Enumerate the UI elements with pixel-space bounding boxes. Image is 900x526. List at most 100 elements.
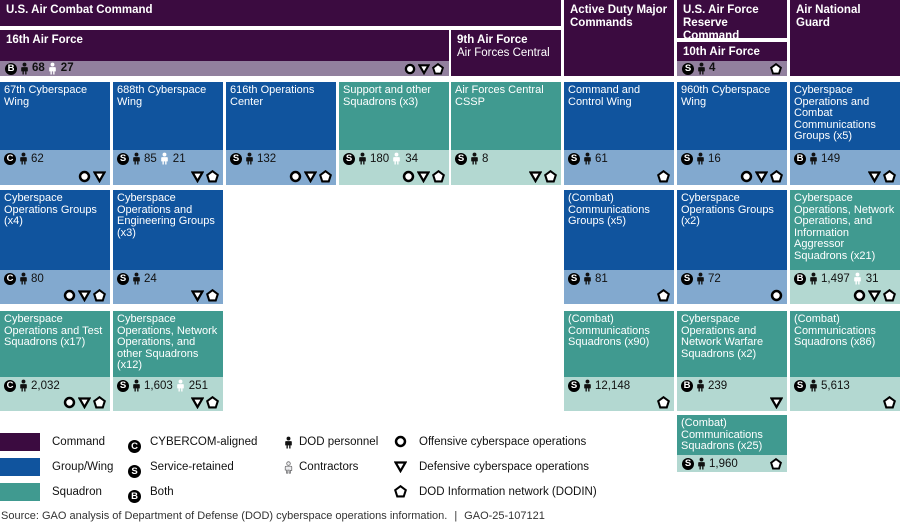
command-stats-bar: B 68 27: [0, 61, 449, 76]
legend-label: Squadron: [52, 486, 102, 498]
dod-personnel-count: 1,960: [709, 457, 738, 470]
unit-combat-communications-squadrons-x90: (Combat) Communications Squadrons (x90) …: [564, 311, 674, 411]
contractors-icon: [176, 379, 185, 392]
alignment-badge: S: [681, 152, 693, 165]
service-retained-badge-icon: S: [128, 461, 141, 479]
ops-icons: [681, 396, 783, 409]
unit-network-warfare-squadrons-x2: Cyberspace Operations and Network Warfar…: [677, 311, 787, 411]
unit-title: Cyberspace Operations and Test Squadrons…: [4, 313, 103, 348]
dod-personnel-icon: [284, 436, 293, 449]
unit-command-and-control-wing: Command and Control Wing S 61: [564, 82, 674, 185]
unit-title: Air Forces Central CSSP: [455, 84, 544, 108]
unit-title: (Combat) Communications Squadrons (x86): [794, 313, 876, 348]
command-10th-air-force: 10th Air Force S 4: [677, 42, 787, 76]
ops-icons: [568, 289, 670, 302]
unit-stats-bar: S 132: [226, 150, 336, 185]
dod-personnel-icon: [20, 62, 29, 75]
header-us-air-force-reserve-command: U.S. Air Force Reserve Command: [677, 0, 787, 42]
dodin-icon: [394, 485, 407, 498]
alignment-badge: S: [117, 152, 129, 165]
dod-personnel-icon: [696, 272, 705, 285]
legend-swatch-squadron: [0, 483, 40, 501]
defensive-icon: [78, 396, 91, 409]
unit-stats-bar: S 1,603 251: [113, 377, 223, 411]
contractors-icon: [160, 152, 169, 165]
cybercom-aligned-badge-icon: C: [128, 436, 141, 454]
header-us-air-combat-command: U.S. Air Combat Command: [0, 0, 561, 26]
legend-label: DOD Information network (DODIN): [419, 486, 597, 498]
unit-688th-cyberspace-wing: 688th Cyberspace Wing S 85 21: [113, 82, 223, 185]
contractors-count: 21: [172, 152, 186, 165]
defensive-icon: [304, 170, 317, 183]
unit-stats-bar: B 1,497 31: [790, 270, 900, 304]
dod-personnel-count: 5,613: [821, 379, 850, 392]
header-label: U.S. Air Combat Command: [6, 4, 153, 16]
dod-personnel-icon: [470, 152, 479, 165]
contractors-icon: [392, 152, 401, 165]
dod-personnel-icon: [19, 272, 28, 285]
dod-personnel-icon: [132, 379, 141, 392]
contractors-count: 27: [60, 62, 74, 74]
dodin-icon: [770, 62, 782, 75]
unit-title: Cyberspace Operations and Engineering Gr…: [117, 192, 215, 239]
contractors-icon: [48, 62, 57, 75]
dodin-icon: [883, 170, 896, 183]
contractors-count: 31: [865, 272, 879, 285]
unit-title: Cyberspace Operations and Network Warfar…: [681, 313, 764, 360]
offensive-cyberspace-operations-icon: [394, 435, 407, 448]
unit-stats-bar: C 62: [0, 150, 110, 185]
ops-icons: [794, 289, 896, 302]
alignment-badge: S: [230, 152, 242, 165]
unit-stats-bar: S 1,960: [677, 455, 787, 472]
unit-cyberspace-operations-groups-x4: Cyberspace Operations Groups (x4) C 80: [0, 190, 110, 304]
defensive-icon: [191, 289, 204, 302]
alignment-badge: C: [4, 152, 16, 165]
unit-cyberspace-ops-other-squadrons-x12: Cyberspace Operations, Network Operation…: [113, 311, 223, 411]
unit-combat-communications-squadrons-x86: (Combat) Communications Squadrons (x86) …: [790, 311, 900, 411]
source-separator: |: [454, 510, 458, 522]
offensive-icon: [63, 289, 76, 302]
defensive-icon: [755, 170, 768, 183]
defensive-icon: [529, 170, 542, 183]
defensive-icon: [78, 289, 91, 302]
alignment-badge: B: [5, 62, 17, 75]
unit-title: Cyberspace Operations, Network Operation…: [794, 192, 895, 262]
unit-stats-bar: B 149: [790, 150, 900, 185]
unit-stats-bar: S 24: [113, 270, 223, 304]
dodin-icon: [544, 170, 557, 183]
unit-info-aggressor-squadrons-x21: Cyberspace Operations, Network Operation…: [790, 190, 900, 304]
contractors-count: 34: [405, 152, 418, 165]
unit-stats-bar: B 239: [677, 377, 787, 411]
dodin-icon: [883, 396, 896, 409]
alignment-badge: C: [4, 379, 16, 392]
offensive-icon: [289, 170, 302, 183]
source-text: Source: GAO analysis of Department of De…: [1, 510, 448, 522]
ops-icons: [455, 170, 557, 183]
ops-icons: [4, 170, 106, 183]
dod-personnel-icon: [696, 379, 705, 392]
dod-personnel-count: 68: [32, 62, 45, 74]
header-label: Active Duty Major Commands: [570, 4, 668, 29]
legend-label: CYBERCOM-aligned: [150, 436, 258, 448]
dodin-icon: [93, 396, 106, 409]
command-16th-air-force: 16th Air Force B 68 27: [0, 30, 449, 76]
defensive-icon: [770, 396, 783, 409]
unit-stats-bar: S 85 21: [113, 150, 223, 185]
alignment-badge: S: [681, 272, 693, 285]
dod-personnel-count: 85: [144, 152, 157, 165]
offensive-icon: [853, 289, 866, 302]
dod-personnel-count: 4: [709, 62, 716, 74]
dod-personnel-icon: [19, 379, 28, 392]
unit-title: Cyberspace Operations Groups (x2): [681, 192, 774, 227]
dod-personnel-icon: [245, 152, 254, 165]
unit-stats-bar: S 16: [677, 150, 787, 185]
unit-title: Cyberspace Operations and Combat Communi…: [794, 84, 876, 142]
dod-personnel-icon: [697, 457, 706, 470]
dodin-icon: [206, 170, 219, 183]
header-air-national-guard: Air National Guard: [790, 0, 900, 76]
dod-personnel-icon: [697, 62, 706, 75]
dod-personnel-icon: [583, 152, 592, 165]
